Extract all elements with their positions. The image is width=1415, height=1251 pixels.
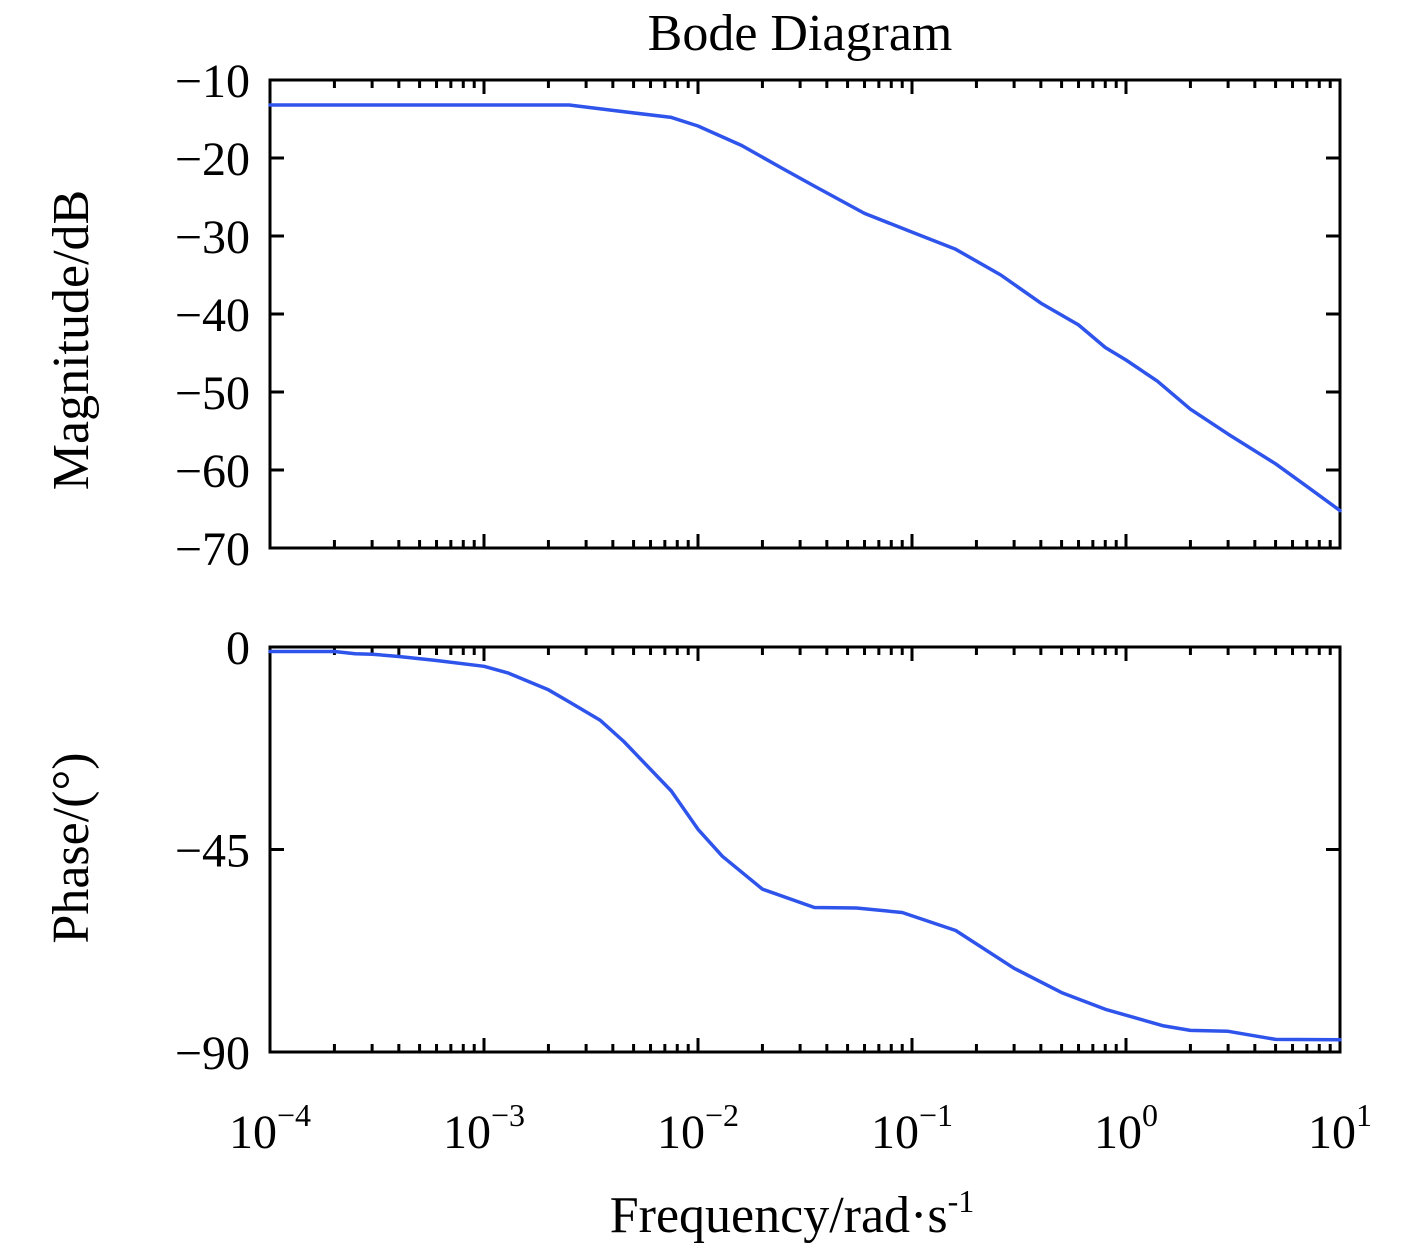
phase-ylabel: Phase/(°): [43, 752, 100, 943]
magnitude-y-tick-label: −10: [175, 55, 250, 108]
phase-curve: [268, 649, 1342, 1042]
magnitude-ticks: −10 −20 −30 −40 −50 −60 −70: [175, 55, 1342, 576]
magnitude-y-tick-label: −30: [175, 211, 250, 264]
phase-y-tick-label: 0: [226, 622, 250, 675]
magnitude-y-tick-label: −50: [175, 367, 250, 420]
x-tick-labels: 10−4 10−3 10−2 10−1 100 101: [229, 1097, 1372, 1159]
x-tick-label: 10−2: [657, 1097, 739, 1159]
x-tick-label: 10−4: [229, 1097, 311, 1159]
magnitude-y-tick-label: −70: [175, 523, 250, 576]
phase-y-tick-label: −90: [175, 1027, 250, 1080]
x-tick-label: 100: [1094, 1097, 1158, 1159]
x-tick-label: 10−1: [871, 1097, 953, 1159]
magnitude-y-tick-label: −40: [175, 289, 250, 342]
phase-panel: 0 −45 −90 Phase/(°): [43, 622, 1342, 1080]
magnitude-ylabel: Magnitude/dB: [43, 190, 100, 490]
magnitude-y-tick-label: −20: [175, 133, 250, 186]
chart-title: Bode Diagram: [648, 5, 953, 62]
magnitude-y-tick-label: −60: [175, 445, 250, 498]
x-axis-label: Frequency/rad·s-1: [610, 1183, 975, 1244]
x-tick-label: 101: [1308, 1097, 1372, 1159]
phase-y-tick-label: −45: [175, 825, 250, 878]
magnitude-axes-frame: [268, 78, 1342, 550]
x-tick-label: 10−3: [443, 1097, 525, 1159]
magnitude-curve: [268, 103, 1342, 513]
phase-axes-frame: [268, 645, 1342, 1054]
magnitude-panel: −10 −20 −30 −40 −50 −60 −70 Magnitude/dB: [43, 55, 1342, 576]
phase-ticks: 0 −45 −90: [175, 622, 1342, 1080]
